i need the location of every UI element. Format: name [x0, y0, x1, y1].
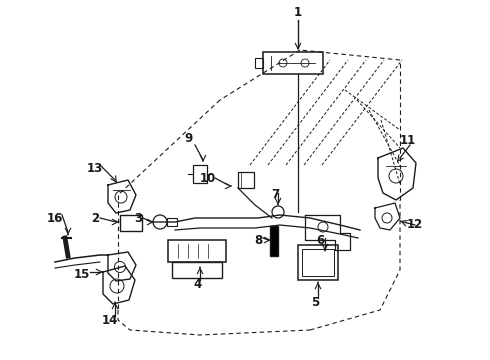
Text: 10: 10: [200, 171, 216, 184]
Text: 15: 15: [74, 269, 90, 282]
Text: 9: 9: [184, 131, 192, 144]
Bar: [255, 58, 263, 68]
Text: 14: 14: [102, 314, 118, 327]
Text: 4: 4: [194, 279, 202, 292]
Text: 12: 12: [407, 219, 423, 231]
Bar: [238, 172, 254, 188]
Text: 7: 7: [271, 189, 279, 202]
Bar: [167, 218, 177, 226]
Text: 3: 3: [134, 211, 142, 225]
Bar: [270, 226, 278, 256]
Bar: [302, 249, 334, 276]
Text: 5: 5: [311, 296, 319, 309]
Text: 2: 2: [91, 211, 99, 225]
Text: 11: 11: [400, 134, 416, 147]
Bar: [193, 165, 207, 183]
Bar: [263, 52, 323, 74]
Bar: [298, 245, 338, 280]
Bar: [172, 262, 222, 278]
Text: 8: 8: [254, 234, 262, 247]
Text: 1: 1: [294, 5, 302, 18]
Bar: [120, 215, 142, 231]
Text: 13: 13: [87, 162, 103, 175]
Text: 6: 6: [316, 234, 324, 247]
Text: 16: 16: [47, 211, 63, 225]
Bar: [168, 240, 226, 262]
